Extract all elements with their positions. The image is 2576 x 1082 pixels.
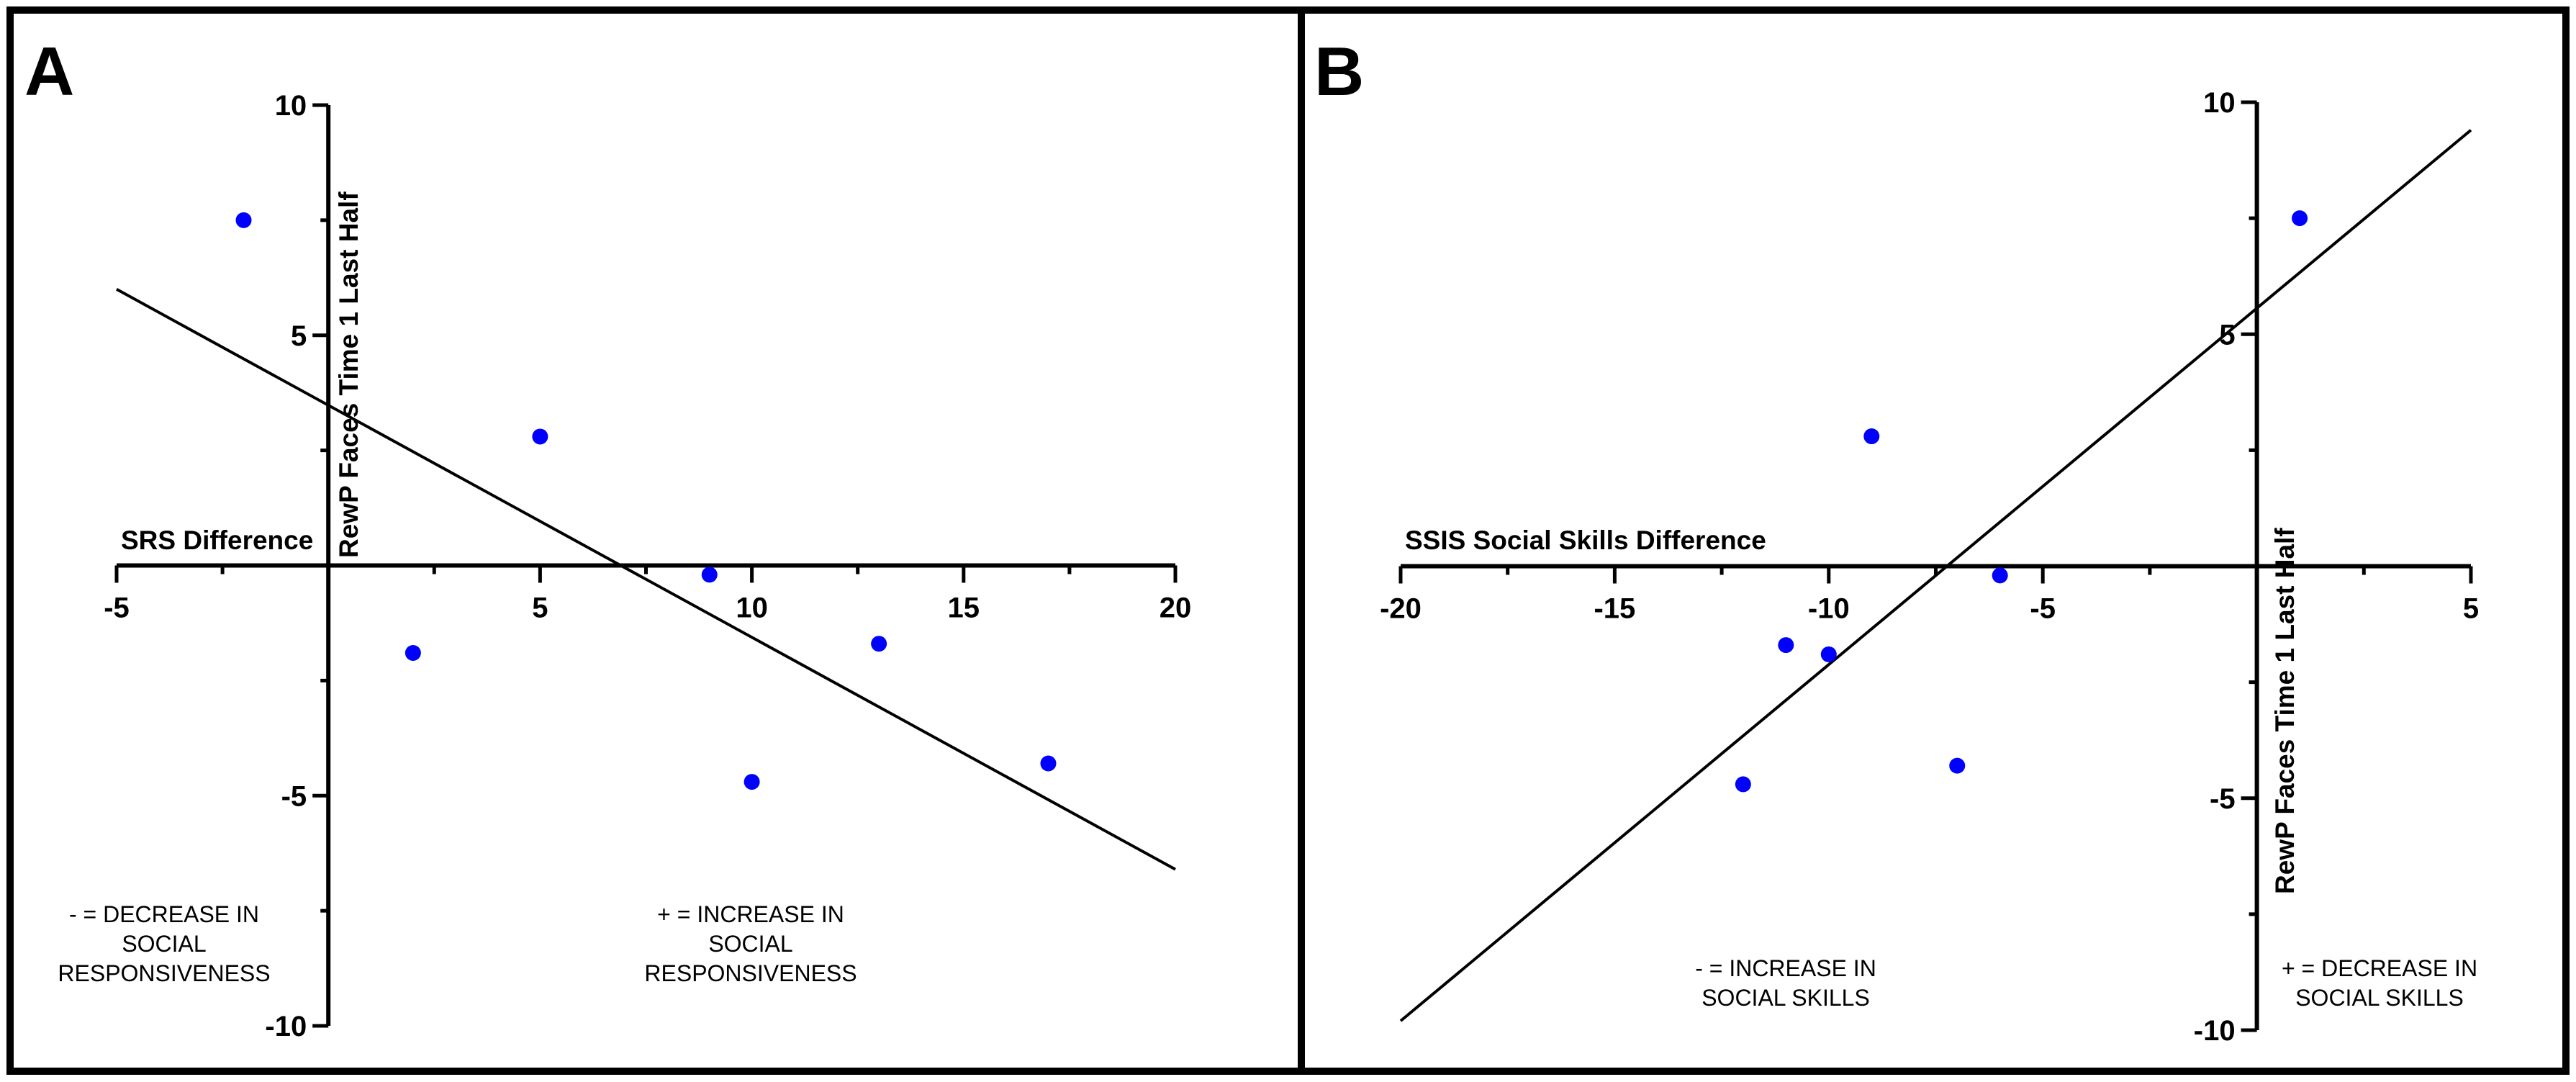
panel-a-note-left-line-2: SOCIAL [122,931,206,957]
panel-a-x-tick-label: 10 [736,592,768,624]
panel-a-data-point [701,567,718,583]
panel-a-regression-line [116,288,1176,871]
panel-b-data-point [1820,646,1837,662]
panel-b-note-left-line-1: - = INCREASE IN [1695,955,1876,981]
panel-b-note-right-line-1: + = DECREASE IN [2282,955,2477,981]
panel-b-y-tick-label: -10 [2194,1015,2236,1047]
panel-a: A -5 5 10 15 20 -10 -5 5 10 SRS Difference RewP … [6,6,1305,1075]
panel-b-data-point [1778,637,1794,654]
panel-b-y-tick-label: 5 [2219,319,2235,351]
panel-a-note-right-line-3: RESPONSIVENESS [644,960,857,986]
panel-b-y-tick-label: 10 [2203,87,2236,119]
panel-b-y-axis-title: RewP Faces Time 1 Last Half [2270,528,2300,894]
panel-a-y-tick-label: -5 [281,780,307,812]
panel-b-x-axis-title: SSIS Social Skills Difference [1405,526,1766,555]
panel-b-data-point [1949,757,1966,774]
panel-a-y-tick-label: -10 [265,1011,307,1042]
panel-b-x-tick-label: -10 [1808,593,1850,625]
panel-a-x-tick-label: 15 [948,592,980,624]
panel-b-x-tick-label: -5 [2030,593,2056,625]
panel-a-note-right-line-2: SOCIAL [708,931,792,957]
panel-b-regression-line [1399,129,2472,1022]
panel-b-data-point [2292,210,2308,227]
panel-a-data-point [405,645,421,662]
panel-b-y-tick-label: -5 [2210,783,2236,815]
panel-a-y-axis-title: RewP Faces Time 1 Last Half [334,191,363,558]
panel-b-x-tick-label: 5 [2463,593,2479,625]
panel-a-note-left-line-3: RESPONSIVENESS [58,960,270,986]
panel-b-data-point [1735,776,1751,793]
panel-a-y-tick-label: 5 [291,320,307,352]
panel-a-data-point [235,212,252,228]
panel-a-data-point [871,636,887,652]
panel-a-note-left-line-1: - = DECREASE IN [69,901,259,927]
panel-b-x-tick-label: -20 [1380,593,1422,625]
panel-a-x-axis-title: SRS Difference [121,526,313,555]
panel-b-note-right-line-2: SOCIAL SKILLS [2295,985,2464,1011]
panel-a-letter: A [24,33,74,110]
panel-b-x-tick-label: -15 [1594,593,1635,625]
panel-b: B -20 -15 -10 -5 5 -10 -5 5 10 SSIS Social Skill… [1298,6,2570,1075]
panel-a-x-tick-label: -5 [104,592,130,624]
panel-a-data-point [744,774,760,790]
panel-b-data-point [1992,567,2008,584]
panel-b-data-point [1863,428,1880,445]
panel-a-data-point [1040,755,1057,772]
panel-b-border [1298,6,2570,1075]
panel-b-letter: B [1314,33,1364,110]
panel-a-note-right-line-1: + = INCREASE IN [657,901,844,927]
panel-b-note-left-line-2: SOCIAL SKILLS [1701,985,1870,1011]
panel-a-data-point [532,428,548,445]
panel-a-x-tick-label: 5 [532,592,548,624]
panel-a-x-tick-label: 20 [1160,592,1192,624]
panel-a-y-tick-label: 10 [275,90,307,122]
